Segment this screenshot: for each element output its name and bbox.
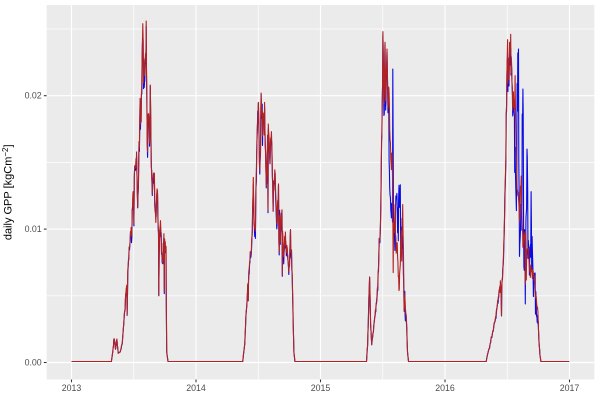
svg-text:0.02: 0.02 <box>25 91 42 101</box>
svg-text:2013: 2013 <box>62 383 82 393</box>
svg-text:0.01: 0.01 <box>25 224 42 234</box>
svg-text:2015: 2015 <box>311 383 331 393</box>
svg-text:2016: 2016 <box>435 383 455 393</box>
svg-text:daily GPP [kgCm−2]: daily GPP [kgCm−2] <box>1 144 15 240</box>
svg-text:2014: 2014 <box>186 383 206 393</box>
svg-text:2017: 2017 <box>560 383 580 393</box>
svg-text:0.00: 0.00 <box>25 357 42 367</box>
